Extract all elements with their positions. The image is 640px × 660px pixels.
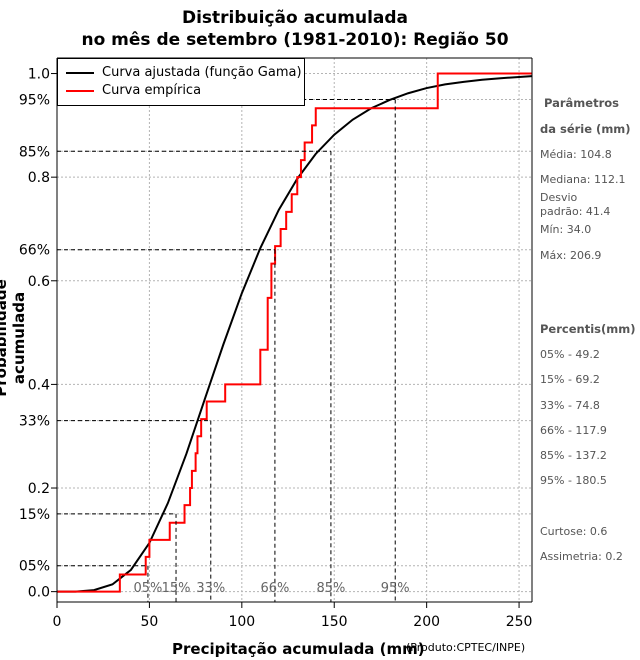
percentil-15: 15% - 69.2 xyxy=(540,373,600,386)
percentil-95: 95% - 180.5 xyxy=(540,474,607,487)
percentil-85: 85% - 137.2 xyxy=(540,449,607,462)
y-percentile-label: 66% xyxy=(19,243,50,259)
x-tick-label: 50 xyxy=(140,614,158,630)
percentil-33: 33% - 74.8 xyxy=(540,399,600,412)
legend-swatch-fitted xyxy=(66,71,94,74)
percentis-heading: Percentis(mm) xyxy=(540,322,636,336)
y-tick-label: 0.2 xyxy=(28,481,50,497)
y-percentile-label: 33% xyxy=(19,414,50,430)
x-tick-label: 200 xyxy=(413,614,440,630)
legend: Curva ajustada (função Gama) Curva empír… xyxy=(57,58,305,106)
legend-item-fitted: Curva ajustada (função Gama) xyxy=(66,65,302,81)
param-max: Máx: 206.9 xyxy=(540,249,602,262)
params-heading-1: Parâmetros xyxy=(544,96,620,110)
x-tick-label: 0 xyxy=(53,614,62,630)
legend-label-fitted: Curva ajustada (função Gama) xyxy=(102,65,302,80)
legend-label-empirical: Curva empírica xyxy=(102,83,202,98)
y-percentile-label: 95% xyxy=(19,92,50,108)
x-axis-label: Precipitação acumulada (mm) xyxy=(172,640,425,658)
y-axis-label: Probabilidade acumulada xyxy=(0,279,28,397)
param-desvio-2: padrão: 41.4 xyxy=(540,205,611,218)
x-tick-label: 250 xyxy=(506,614,533,630)
percentile-mark-label: 05% xyxy=(133,581,162,596)
assimetria: Assimetria: 0.2 xyxy=(540,550,623,563)
y-tick-label: 0.6 xyxy=(28,274,50,290)
y-tick-label: 0.4 xyxy=(28,377,50,393)
percentil-66: 66% - 117.9 xyxy=(540,424,607,437)
percentile-mark-label: 66% xyxy=(260,581,289,596)
params-heading-2: da série (mm) xyxy=(540,122,631,136)
percentile-mark-label: 15% xyxy=(162,581,191,596)
y-percentile-label: 05% xyxy=(19,559,50,575)
legend-item-empirical: Curva empírica xyxy=(66,83,201,99)
x-tick-label: 100 xyxy=(228,614,255,630)
y-tick-label: 0.0 xyxy=(28,585,50,601)
percentile-mark-label: 33% xyxy=(196,581,225,596)
param-desvio-1: Desvio xyxy=(540,191,578,204)
percentil-05: 05% - 49.2 xyxy=(540,348,600,361)
param-min: Mín: 34.0 xyxy=(540,223,592,236)
curtose: Curtose: 0.6 xyxy=(540,525,608,538)
chart-title-line2: no mês de setembro (1981-2010): Região 5… xyxy=(81,30,509,50)
series-empirical-step xyxy=(57,72,532,593)
y-percentile-label: 15% xyxy=(19,507,50,523)
chart-title-line1: Distribuição acumulada xyxy=(181,8,409,28)
param-mediana: Mediana: 112.1 xyxy=(540,173,626,186)
y-tick-label: 0.8 xyxy=(28,170,50,186)
percentile-mark-label: 85% xyxy=(316,581,345,596)
percentile-mark-label: 95% xyxy=(381,581,410,596)
legend-swatch-empirical xyxy=(66,89,94,92)
y-tick-label: 1.0 xyxy=(28,67,50,83)
y-percentile-label: 85% xyxy=(19,144,50,160)
param-media: Média: 104.8 xyxy=(540,148,612,161)
footnote: (Produto:CPTEC/INPE) xyxy=(406,641,526,654)
x-tick-label: 150 xyxy=(321,614,348,630)
